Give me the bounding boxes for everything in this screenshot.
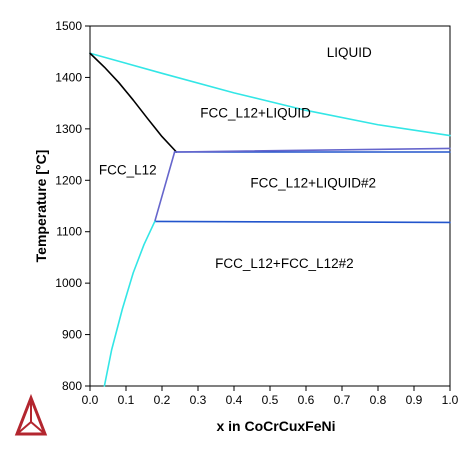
region-label: FCC_L12+LIQUID xyxy=(200,106,311,121)
region-label: FCC_L12+FCC_L12#2 xyxy=(215,256,353,271)
x-tick-label: 1.0 xyxy=(442,393,459,407)
series-line xyxy=(89,52,451,137)
y-tick-label: 1000 xyxy=(55,276,82,290)
series-line xyxy=(154,220,451,224)
x-tick-label: 0.2 xyxy=(154,393,171,407)
x-tick-label: 0.3 xyxy=(190,393,207,407)
x-tick-label: 0.8 xyxy=(370,393,387,407)
y-axis-title: Temperature [°C] xyxy=(33,150,49,263)
region-label: LIQUID xyxy=(327,45,372,60)
logo-inner-line xyxy=(16,421,32,435)
y-tick-label: 800 xyxy=(62,379,82,393)
y-tick-label: 1500 xyxy=(55,19,82,33)
y-tick-label: 900 xyxy=(62,328,82,342)
plot-area-frame xyxy=(89,25,451,387)
tick-layer: 0.0 0.1 0.2 0.3 0.4 0.5 0.6 0.7 0.8 0.9 1.0 800 900 1… xyxy=(55,19,458,407)
series-line xyxy=(173,147,451,153)
y-tick-label: 1300 xyxy=(55,122,82,136)
series-line xyxy=(89,52,178,153)
x-tick-label: 0.6 xyxy=(298,393,315,407)
region-label: FCC_L12+LIQUID#2 xyxy=(250,175,376,190)
series-layer xyxy=(89,52,451,387)
series-line xyxy=(103,220,156,387)
y-tick-label: 1200 xyxy=(55,173,82,187)
x-tick-label: 0.9 xyxy=(406,393,423,407)
logo-inner-line xyxy=(30,421,46,435)
x-tick-label: 0.7 xyxy=(334,393,351,407)
logo-outer-triangle xyxy=(14,393,48,436)
x-tick-label: 0.5 xyxy=(262,393,279,407)
x-tick-label: 0.1 xyxy=(118,393,135,407)
y-tick-label: 1100 xyxy=(56,225,82,239)
x-tick-label: 0.0 xyxy=(82,393,99,407)
region-label: FCC_L12 xyxy=(99,163,157,178)
x-tick-label: 0.4 xyxy=(226,393,243,407)
y-tick-label: 1400 xyxy=(55,70,82,84)
series-line xyxy=(154,151,176,223)
triangle-logo-icon xyxy=(14,393,48,436)
annotation-layer: LIQUID FCC_L12+LIQUID FCC_L12 FCC_L12+LIQUI… xyxy=(99,45,376,271)
x-axis-title: x in CoCrCuxFeNi xyxy=(216,418,335,434)
